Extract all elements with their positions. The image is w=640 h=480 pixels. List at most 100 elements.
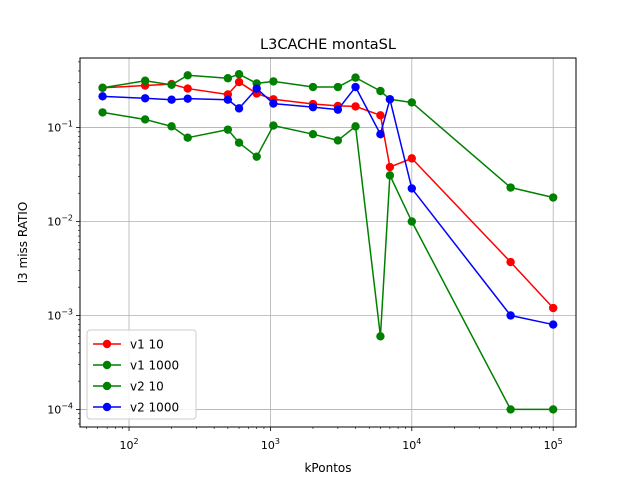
data-point	[385, 95, 395, 104]
data-point	[167, 122, 176, 131]
data-point	[183, 71, 192, 80]
series-3	[98, 82, 558, 329]
x-tick-label: 104	[402, 437, 421, 452]
data-point	[140, 76, 150, 85]
series-line	[102, 81, 554, 309]
data-point	[376, 129, 385, 139]
data-point	[506, 257, 515, 267]
data-point	[506, 405, 515, 414]
x-tick-label: 103	[261, 437, 280, 452]
data-point	[385, 171, 395, 180]
series-group	[98, 69, 558, 414]
data-point	[252, 152, 261, 161]
data-point	[308, 129, 318, 139]
x-tick-label-exponent: 4	[416, 437, 421, 446]
data-point	[223, 74, 233, 83]
data-point	[183, 94, 192, 103]
x-tick-label-base: 10	[261, 439, 275, 452]
legend-label: v1 1000	[130, 359, 179, 373]
y-axis-label: l3 miss RATIO	[16, 202, 30, 284]
legend-marker	[102, 360, 112, 370]
legend-item: v1 10	[93, 338, 164, 352]
y-tick-label-exponent: −1	[61, 120, 73, 129]
x-axis-label: kPontos	[304, 461, 351, 475]
y-tick-label-exponent: −4	[61, 401, 73, 410]
y-tick-label: 10−2	[47, 214, 73, 229]
x-tick-label-exponent: 5	[558, 437, 563, 446]
data-point	[506, 311, 515, 320]
data-point	[333, 136, 343, 145]
data-point	[548, 303, 558, 313]
data-point	[351, 122, 360, 131]
data-point	[223, 95, 233, 104]
x-tick-label-base: 10	[119, 439, 133, 452]
legend-marker	[102, 402, 112, 412]
data-point	[407, 217, 416, 226]
data-point	[269, 77, 278, 86]
data-point	[98, 108, 107, 117]
y-tick-label: 10−4	[47, 401, 73, 416]
data-point	[351, 73, 360, 82]
data-point	[308, 102, 318, 112]
data-point	[269, 99, 278, 108]
y-tick-label-base: 10	[47, 122, 61, 135]
y-tick-label-exponent: −3	[61, 307, 73, 316]
data-point	[167, 95, 176, 104]
x-tick-label: 102	[119, 437, 138, 452]
data-point	[548, 320, 558, 329]
x-tick-label-exponent: 2	[133, 437, 138, 446]
y-tick-label: 10−3	[47, 307, 73, 322]
series-2	[98, 108, 558, 414]
y-tick-label-base: 10	[47, 309, 61, 322]
legend-marker	[102, 339, 112, 349]
y-tick-label-exponent: −2	[61, 214, 73, 223]
data-point	[407, 154, 416, 163]
data-point	[98, 92, 107, 101]
data-point	[234, 138, 244, 147]
y-tick-label: 10−1	[47, 120, 73, 135]
data-point	[234, 104, 244, 113]
legend-item: v2 1000	[93, 401, 179, 415]
grid	[80, 58, 576, 427]
data-point	[183, 133, 192, 142]
data-point	[333, 105, 343, 114]
data-point	[376, 332, 385, 341]
legend-item: v1 1000	[93, 359, 179, 373]
series-line	[102, 73, 554, 199]
data-point	[548, 193, 558, 202]
series-line	[102, 86, 554, 326]
x-tick-label-exponent: 3	[275, 437, 280, 446]
legend-marker	[102, 381, 112, 391]
y-tick-label-base: 10	[47, 403, 61, 416]
x-tick-label-base: 10	[402, 439, 416, 452]
data-point	[140, 115, 150, 124]
data-point	[183, 84, 192, 93]
data-point	[308, 82, 318, 92]
data-point	[167, 80, 176, 90]
legend-label: v1 10	[130, 338, 164, 352]
legend-label: v2 10	[130, 380, 164, 394]
data-point	[407, 98, 416, 107]
data-point	[269, 121, 278, 130]
y-tick-label-base: 10	[47, 216, 61, 229]
data-point	[333, 82, 343, 92]
x-tick-label: 105	[544, 437, 563, 452]
data-point	[223, 125, 233, 134]
data-point	[407, 184, 416, 193]
legend-item: v2 10	[93, 380, 164, 394]
series-line	[102, 111, 554, 411]
legend: v1 10 v1 1000 v2 10 v2 1000	[86, 329, 197, 420]
data-point	[252, 84, 261, 93]
data-point	[234, 77, 244, 87]
x-tick-label-base: 10	[544, 439, 558, 452]
data-point	[140, 94, 150, 103]
data-point	[376, 111, 385, 120]
data-point	[351, 82, 360, 92]
legend-label: v2 1000	[130, 401, 179, 415]
legend-box	[86, 329, 197, 420]
data-point	[506, 183, 515, 192]
data-point	[351, 102, 360, 111]
chart-title: L3CACHE montaSL	[260, 37, 396, 53]
data-point	[376, 86, 385, 96]
